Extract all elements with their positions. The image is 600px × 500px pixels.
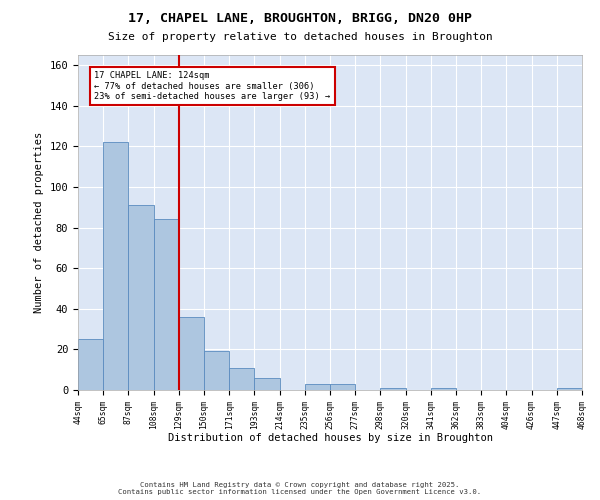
Bar [431,388,456,390]
Bar [179,317,204,390]
Text: Contains HM Land Registry data © Crown copyright and database right 2025.
Contai: Contains HM Land Registry data © Crown c… [118,482,482,495]
Bar [103,142,128,390]
Bar [128,205,154,390]
Bar [305,384,330,390]
Text: Size of property relative to detached houses in Broughton: Size of property relative to detached ho… [107,32,493,42]
Text: 17 CHAPEL LANE: 124sqm
← 77% of detached houses are smaller (306)
23% of semi-de: 17 CHAPEL LANE: 124sqm ← 77% of detached… [94,71,331,101]
Bar [229,368,254,390]
Bar [557,388,582,390]
Y-axis label: Number of detached properties: Number of detached properties [34,132,44,313]
Bar [154,220,179,390]
Bar [78,339,103,390]
Bar [254,378,280,390]
X-axis label: Distribution of detached houses by size in Broughton: Distribution of detached houses by size … [167,433,493,443]
Bar [380,388,406,390]
Bar [330,384,355,390]
Text: 17, CHAPEL LANE, BROUGHTON, BRIGG, DN20 0HP: 17, CHAPEL LANE, BROUGHTON, BRIGG, DN20 … [128,12,472,26]
Bar [204,352,229,390]
